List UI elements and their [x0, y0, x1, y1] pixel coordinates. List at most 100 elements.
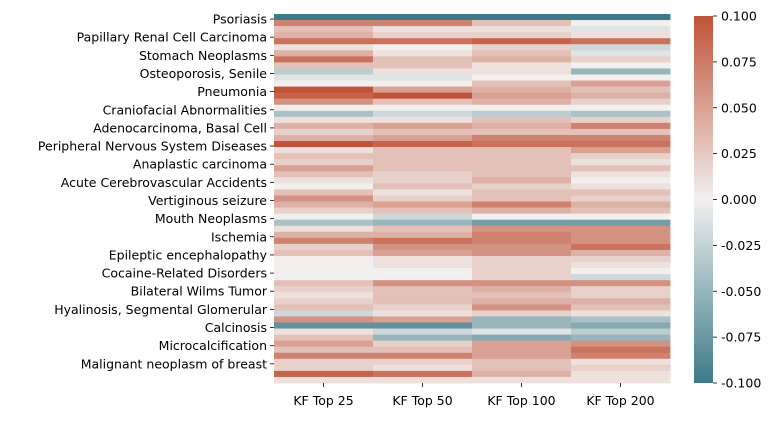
heatmap-cell [472, 255, 572, 263]
heatmap-cell [274, 141, 374, 148]
heatmap-cell [472, 80, 572, 87]
heatmap-cell [373, 56, 473, 63]
heatmap-cell [274, 249, 374, 257]
heatmap-cell [571, 195, 671, 202]
heatmap-cell [373, 225, 473, 233]
heatmap-cell [373, 219, 473, 227]
colorbar-tick-label: 0.100 [721, 9, 757, 24]
heatmap-cell [472, 376, 572, 384]
heatmap-cell [472, 38, 572, 45]
heatmap-cell [571, 304, 671, 311]
heatmap-cell [472, 219, 572, 227]
heatmap-cell [373, 147, 473, 154]
heatmap-cell [274, 346, 374, 354]
heatmap-cell [373, 177, 473, 184]
heatmap-cell [571, 134, 671, 142]
heatmap-cell [373, 280, 473, 287]
heatmap-cell [373, 292, 473, 299]
heatmap-cells [274, 14, 671, 384]
heatmap-cell [571, 32, 671, 39]
heatmap-cell [373, 159, 473, 166]
heatmap-cell [373, 110, 473, 118]
heatmap-cell [472, 122, 572, 130]
heatmap-cell [571, 231, 671, 239]
heatmap-cell [373, 80, 473, 87]
y-tick-label: Ischemia [211, 229, 267, 244]
heatmap-cell [472, 364, 572, 372]
heatmap-cell [571, 74, 671, 81]
heatmap-cell [571, 92, 671, 100]
heatmap-cell [472, 147, 572, 154]
heatmap-cell [373, 243, 473, 251]
heatmap-cell [571, 274, 671, 281]
heatmap-cell [274, 74, 374, 81]
y-tick-label: Pneumonia [197, 84, 267, 99]
heatmap-cell [274, 201, 374, 208]
heatmap-cell [274, 165, 374, 172]
heatmap-cell [571, 219, 671, 227]
heatmap-cell [571, 243, 671, 251]
heatmap-cell [274, 38, 374, 45]
y-tick-label: Calcinosis [205, 320, 267, 335]
heatmap-cell [373, 334, 473, 342]
heatmap-cell [472, 128, 572, 136]
heatmap-cell [274, 225, 374, 233]
heatmap-cell [274, 310, 374, 317]
heatmap-cell [571, 165, 671, 172]
heatmap-cell [472, 32, 572, 39]
heatmap-cell [472, 86, 572, 94]
y-tick-label: Microcalcification [159, 338, 267, 353]
heatmap-cell [373, 32, 473, 39]
y-tick-label: Papillary Renal Cell Carcinoma [77, 30, 267, 45]
heatmap-cell [472, 26, 572, 33]
heatmap-cell [472, 62, 572, 69]
heatmap-cell [571, 86, 671, 94]
heatmap-cell [472, 304, 572, 311]
heatmap-cell [274, 110, 374, 118]
heatmap-cell [373, 298, 473, 305]
heatmap-cell [571, 328, 671, 336]
heatmap-cell [472, 286, 572, 293]
heatmap-cell [472, 74, 572, 81]
heatmap-cell [571, 316, 671, 323]
heatmap-cell [571, 62, 671, 69]
heatmap-cell [373, 128, 473, 136]
heatmap-cell [571, 292, 671, 299]
heatmap-cell [373, 340, 473, 348]
heatmap-cell [571, 376, 671, 384]
heatmap-cell [274, 189, 374, 196]
heatmap-cell [274, 280, 374, 287]
heatmap-cell [571, 122, 671, 130]
heatmap-cell [274, 195, 374, 202]
colorbar-tick-label: -0.025 [721, 238, 761, 253]
heatmap-cell [472, 207, 572, 215]
y-tick-label: Vertiginous seizure [148, 193, 267, 208]
heatmap-cell [571, 237, 671, 245]
heatmap-cell [274, 292, 374, 299]
heatmap-cell [571, 201, 671, 208]
heatmap-cell [373, 74, 473, 81]
heatmap-cell [274, 231, 374, 239]
y-tick-label: Epileptic encephalopathy [109, 247, 268, 262]
heatmap-cell [571, 141, 671, 148]
y-tick-label: Hyalinosis, Segmental Glomerular [54, 302, 268, 317]
heatmap-cell [274, 358, 374, 366]
heatmap-cell [274, 14, 374, 21]
heatmap-cell [274, 20, 374, 27]
heatmap-cell [373, 322, 473, 329]
heatmap-cell [571, 183, 671, 190]
heatmap-cell [373, 14, 473, 21]
heatmap-cell [472, 56, 572, 63]
heatmap-cell [472, 268, 572, 275]
heatmap-cell [571, 364, 671, 372]
heatmap-cell [472, 322, 572, 329]
heatmap-cell [373, 20, 473, 27]
heatmap-cell [274, 328, 374, 336]
heatmap-cell [571, 171, 671, 178]
heatmap-cell [571, 159, 671, 166]
heatmap-cell [373, 44, 473, 51]
y-tick-label: Peripheral Nervous System Diseases [38, 139, 267, 154]
colorbar-tick-label: -0.050 [721, 284, 761, 299]
heatmap-cell [472, 165, 572, 172]
